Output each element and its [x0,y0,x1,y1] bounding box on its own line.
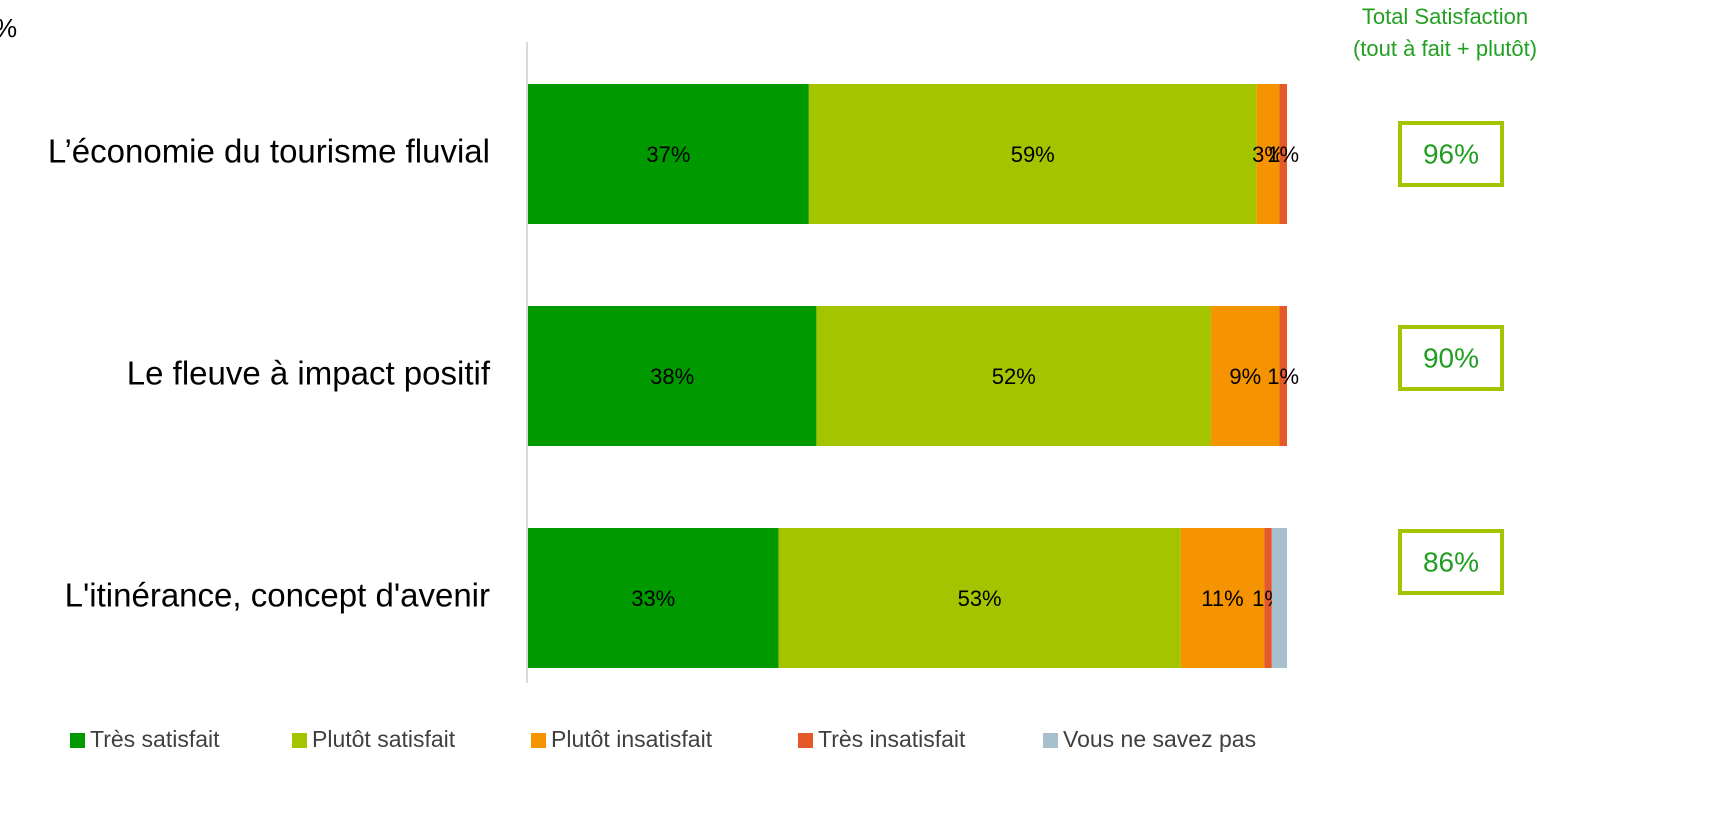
legend-label: Plutôt insatisfait [551,726,713,752]
data-label: 37% [646,142,690,167]
chart-title: % [0,13,17,43]
totals-subtitle: (tout à fait + plutôt) [1353,36,1537,61]
legend-swatch [292,733,307,748]
legend-swatch [70,733,85,748]
bar-segment [816,306,1212,446]
data-label: 38% [650,364,694,389]
legend-swatch [1043,733,1058,748]
data-label: 53% [958,586,1002,611]
data-label: 11% [1201,586,1243,611]
total-box [1398,325,1504,391]
bar-segment [808,84,1257,224]
total-box [1398,529,1504,595]
legend-label: Vous ne savez pas [1063,726,1256,752]
legend-label: Très insatisfait [818,726,966,752]
bar-segment [1279,84,1287,224]
bar-segment [1211,306,1280,446]
bar-segment [1279,306,1287,446]
bar-segment [1256,84,1280,224]
bar-segment [1264,528,1272,668]
data-label: 52% [992,364,1036,389]
legend-swatch [531,733,546,748]
data-label: 3% [1252,142,1284,167]
legend-label: Plutôt satisfait [312,726,456,752]
legend-label: Très satisfait [90,726,220,752]
total-label: 86% [1423,546,1479,577]
bar-segment [778,528,1181,668]
bar-segment [528,306,817,446]
bar-segment [1180,528,1265,668]
bar-segment [1271,528,1287,668]
category-label: Le fleuve à impact positif [127,355,491,392]
total-label: 90% [1423,342,1479,373]
bar-segment [528,84,809,224]
data-label: 59% [1011,142,1055,167]
total-label: 96% [1423,138,1479,169]
data-label: 1% [1267,142,1299,167]
legend-swatch [798,733,813,748]
category-label: L'itinérance, concept d'avenir [65,577,490,614]
data-label: 33% [631,586,675,611]
data-label: 1% [1267,364,1299,389]
category-label: L’économie du tourisme fluvial [48,133,490,170]
total-box [1398,121,1504,187]
bar-segment [528,528,779,668]
totals-title: Total Satisfaction [1362,4,1528,29]
data-label: 9% [1229,364,1261,389]
